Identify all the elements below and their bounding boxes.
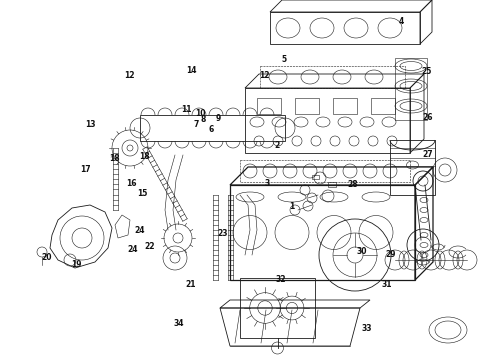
Bar <box>390 140 435 195</box>
Bar <box>257 98 281 114</box>
Text: 3: 3 <box>265 179 270 188</box>
Text: 9: 9 <box>216 113 220 122</box>
Text: 12: 12 <box>124 71 135 80</box>
Bar <box>230 185 415 280</box>
Text: 8: 8 <box>201 115 206 124</box>
Text: 11: 11 <box>181 105 192 114</box>
Text: 12: 12 <box>259 71 270 80</box>
Bar <box>260 66 405 88</box>
Text: 10: 10 <box>196 109 206 118</box>
Text: 33: 33 <box>361 324 372 333</box>
Bar <box>140 115 285 141</box>
Text: 18: 18 <box>139 152 150 161</box>
Text: 32: 32 <box>275 274 286 284</box>
Bar <box>245 88 410 153</box>
Text: 15: 15 <box>137 189 147 198</box>
Text: 22: 22 <box>144 242 155 251</box>
Text: 31: 31 <box>382 280 392 289</box>
Text: 24: 24 <box>127 245 138 254</box>
Bar <box>395 58 427 120</box>
Text: 26: 26 <box>422 112 433 122</box>
Bar <box>240 278 315 338</box>
Text: 29: 29 <box>386 251 396 259</box>
Bar <box>295 98 319 114</box>
Text: 18: 18 <box>109 154 120 163</box>
Text: 20: 20 <box>41 253 52 262</box>
Text: 6: 6 <box>208 125 213 134</box>
Text: 30: 30 <box>356 247 367 256</box>
Text: 27: 27 <box>422 150 433 159</box>
Text: 2: 2 <box>274 141 279 150</box>
Text: 4: 4 <box>399 17 404 26</box>
Text: 17: 17 <box>80 165 91 174</box>
Text: 13: 13 <box>85 120 96 129</box>
Bar <box>371 98 395 114</box>
Bar <box>333 98 357 114</box>
Text: 19: 19 <box>71 260 81 269</box>
Text: 28: 28 <box>347 180 358 189</box>
Text: 5: 5 <box>282 55 287 64</box>
Bar <box>312 175 319 179</box>
Bar <box>240 160 410 182</box>
Text: 23: 23 <box>218 230 228 238</box>
Text: 16: 16 <box>126 179 137 188</box>
Text: 21: 21 <box>186 280 196 289</box>
Bar <box>328 182 336 187</box>
Text: 24: 24 <box>134 226 145 235</box>
Text: 1: 1 <box>289 202 294 211</box>
Text: 34: 34 <box>173 320 184 328</box>
Text: 14: 14 <box>186 66 196 75</box>
Text: 7: 7 <box>194 120 198 129</box>
Bar <box>270 12 420 44</box>
Text: 25: 25 <box>421 68 432 77</box>
